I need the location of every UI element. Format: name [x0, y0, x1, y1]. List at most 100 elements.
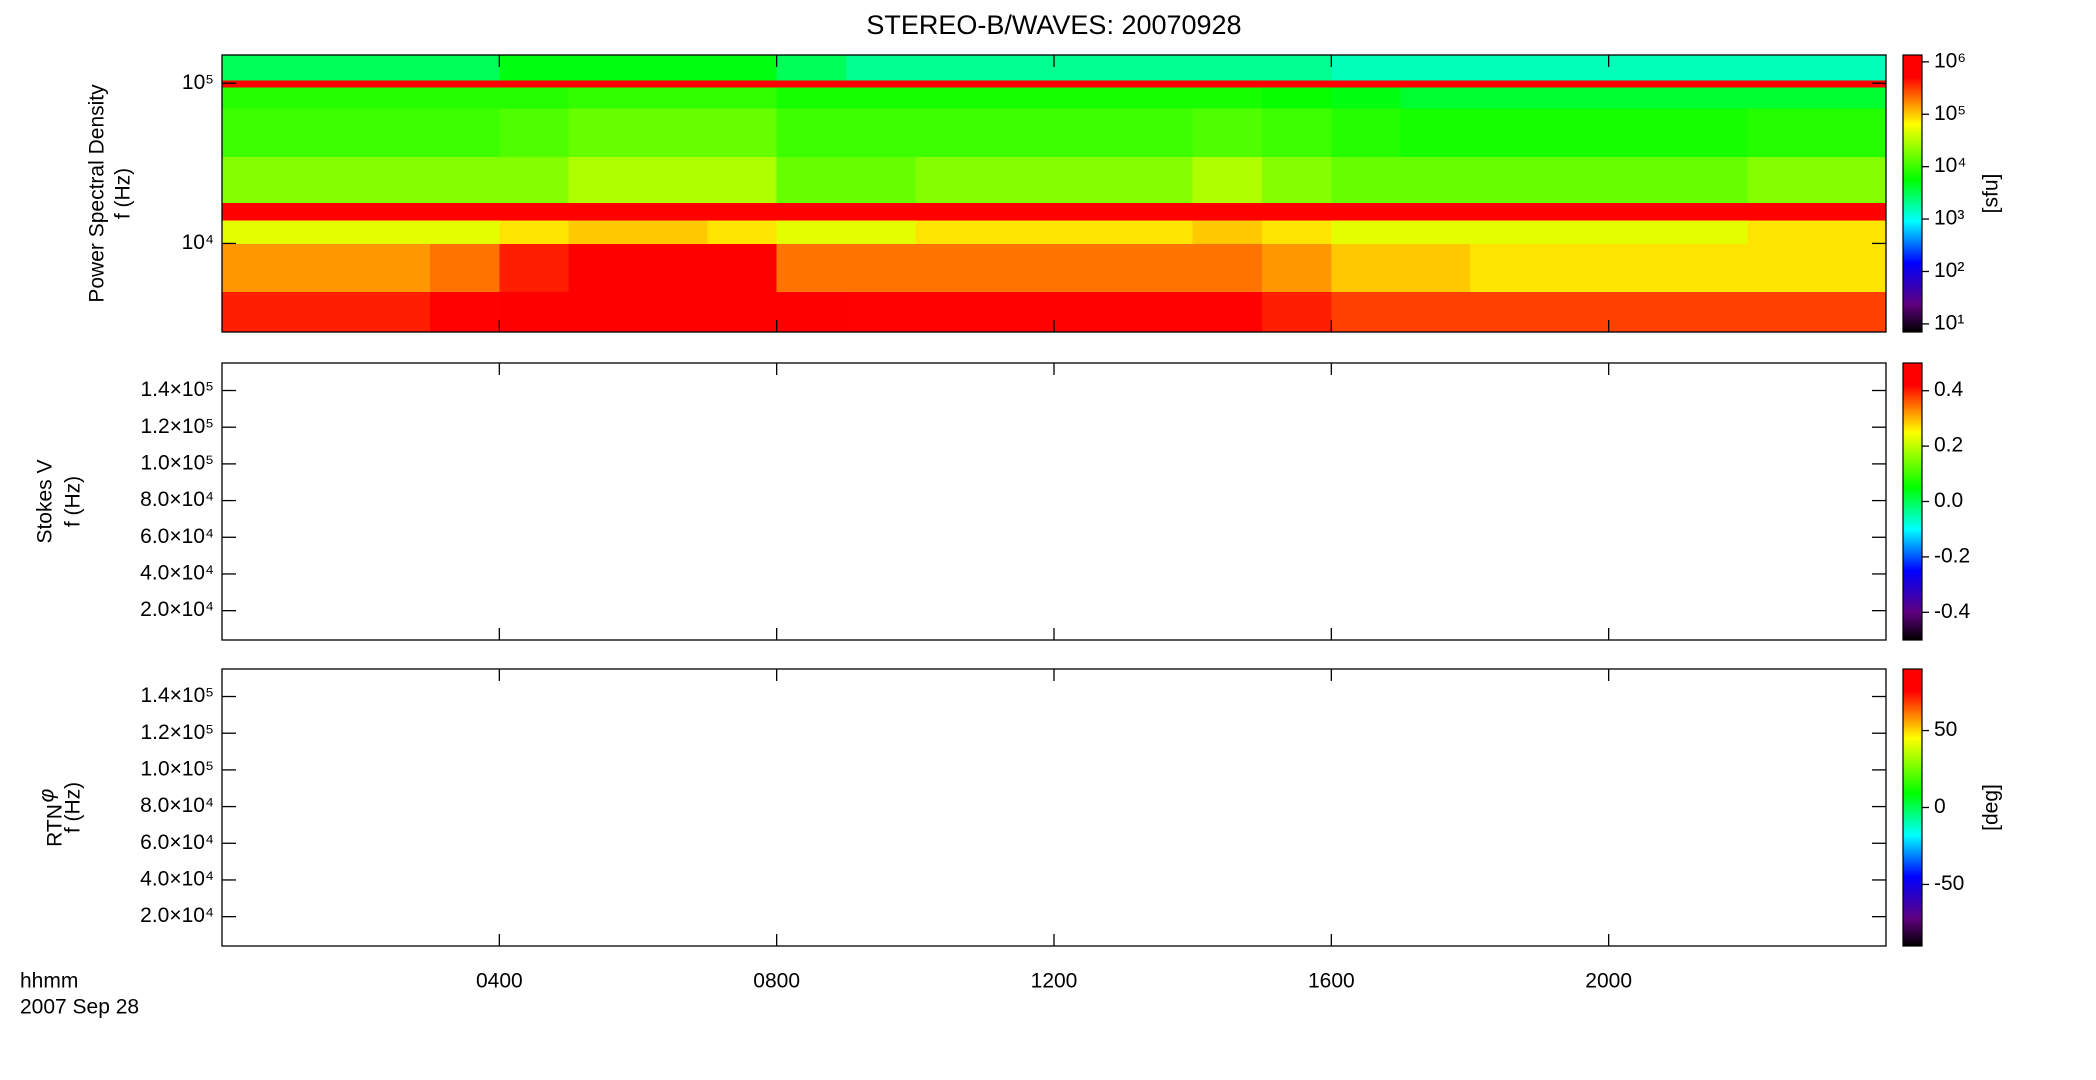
time-label: hhmm	[20, 970, 78, 993]
heatmap-cell	[1400, 202, 1471, 221]
colorbar-tick-label: 10⁵	[1934, 102, 1966, 125]
heatmap-cell	[1747, 156, 1818, 204]
heatmap-cell	[915, 79, 986, 88]
colorbar-tick-label: -50	[1934, 872, 1964, 895]
heatmap-cell	[1331, 108, 1402, 157]
heatmap-cell	[568, 79, 639, 88]
y-axis-label: Stokes V	[34, 459, 57, 543]
colorbar-tick-label: -0.4	[1934, 600, 1971, 623]
heatmap-cell	[1262, 291, 1332, 333]
heatmap-cell	[499, 55, 570, 81]
heatmap-cell	[499, 243, 570, 293]
heatmap-cell	[291, 202, 362, 221]
heatmap-cell	[1331, 202, 1402, 221]
y-axis-label: f (Hz)	[112, 168, 135, 219]
heatmap-cell	[1123, 55, 1194, 81]
y-axis-label: f (Hz)	[62, 476, 85, 527]
heatmap-cell	[1400, 55, 1471, 81]
heatmap-cell	[360, 243, 431, 293]
heatmap-cell	[1539, 79, 1610, 88]
heatmap-cell	[707, 108, 778, 157]
heatmap-cell	[1400, 291, 1471, 333]
heatmap-cell	[1331, 291, 1402, 333]
heatmap-cell	[499, 220, 570, 244]
heatmap-cell	[1747, 55, 1818, 81]
colorbar-label: [deg]	[1980, 784, 2003, 831]
heatmap-cell	[430, 156, 500, 204]
heatmap-cell	[222, 86, 292, 109]
heatmap-cell	[360, 220, 431, 244]
heatmap-cell	[1608, 156, 1679, 204]
heatmap-cell	[915, 55, 986, 81]
heatmap-cell	[291, 291, 362, 333]
heatmap-cell	[568, 108, 639, 157]
heatmap-cell	[222, 55, 292, 81]
heatmap-cell	[1123, 243, 1194, 293]
heatmap-cell	[915, 108, 986, 157]
heatmap-cell	[638, 220, 708, 244]
y-axis-label: Power Spectral Density	[86, 84, 109, 303]
heatmap-cell	[638, 79, 708, 88]
heatmap-cell	[846, 291, 916, 333]
y-tick-label: 4.0×10⁴	[140, 868, 214, 891]
colorbar-tick-label: 0.4	[1934, 378, 1964, 401]
heatmap-cell	[1608, 108, 1679, 157]
heatmap-cell	[360, 55, 431, 81]
y-tick-label: 2.0×10⁴	[140, 598, 214, 621]
heatmap-cell	[846, 202, 916, 221]
colorbar-tick-label: 10¹	[1934, 311, 1964, 334]
heatmap-cell	[1816, 156, 1887, 204]
heatmap-cell	[1123, 108, 1194, 157]
heatmap-cell	[1054, 86, 1124, 109]
heatmap-cell	[1608, 86, 1679, 109]
heatmap-cell	[1054, 291, 1124, 333]
colorbar	[1902, 362, 1923, 641]
heatmap-cell	[222, 291, 292, 333]
heatmap-cell	[430, 220, 500, 244]
heatmap-cell	[1678, 202, 1748, 221]
heatmap-cell	[1054, 156, 1124, 204]
heatmap-cell	[1123, 202, 1194, 221]
y-tick-label: 8.0×10⁴	[140, 488, 214, 511]
heatmap-cell	[776, 79, 847, 88]
heatmap-cell	[776, 243, 847, 293]
heatmap-cell	[1539, 156, 1610, 204]
y-tick-label: 6.0×10⁴	[140, 831, 214, 854]
heatmap-cell	[915, 202, 986, 221]
heatmap-cell	[776, 108, 847, 157]
heatmap-cell	[1816, 55, 1887, 81]
heatmap-cell	[984, 79, 1055, 88]
heatmap-cell	[1192, 202, 1263, 221]
colorbar-tick-label: -0.2	[1934, 544, 1970, 567]
heatmap-cell	[846, 79, 916, 88]
heatmap-cell	[1262, 79, 1332, 88]
heatmap-cell	[1123, 156, 1194, 204]
heatmap-cell	[1816, 243, 1887, 293]
colorbar-tick-label: 10²	[1934, 259, 1964, 282]
heatmap-cell	[1747, 108, 1818, 157]
heatmap-cell	[1678, 243, 1748, 293]
heatmap-cell	[1123, 86, 1194, 109]
heatmap-cell	[1816, 202, 1887, 221]
heatmap-cell	[1747, 86, 1818, 109]
heatmap-cell	[1331, 243, 1402, 293]
heatmap-cell	[1678, 291, 1748, 333]
heatmap-cell	[568, 55, 639, 81]
heatmap-cell	[291, 220, 362, 244]
heatmap-cell	[776, 156, 847, 204]
heatmap-cell	[360, 291, 431, 333]
heatmap-cell	[1747, 220, 1818, 244]
heatmap-cell	[915, 86, 986, 109]
heatmap-cell	[1470, 220, 1540, 244]
heatmap-cell	[1816, 79, 1887, 88]
heatmap-cell	[1192, 220, 1263, 244]
heatmap-cell	[1262, 202, 1332, 221]
heatmap-cell	[568, 243, 639, 293]
heatmap-cell	[984, 55, 1055, 81]
y-tick-label: 8.0×10⁴	[140, 794, 214, 817]
y-tick-label: 10⁴	[182, 231, 214, 254]
heatmap-cell	[430, 108, 500, 157]
heatmap-cell	[915, 156, 986, 204]
plot-frame	[221, 362, 1887, 641]
heatmap-cell	[1608, 79, 1679, 88]
